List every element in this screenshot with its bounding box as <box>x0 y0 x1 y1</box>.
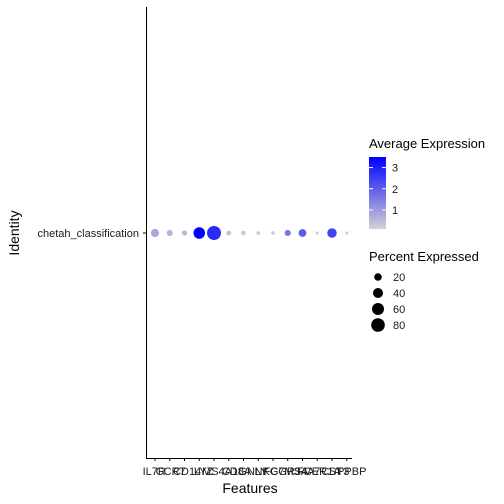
x-tick-label: CD8A <box>222 466 252 478</box>
color-legend-bar <box>369 157 386 229</box>
x-tick-label: FCGR3A <box>264 466 309 478</box>
x-tick-label: FCER1A <box>297 466 341 478</box>
x-tick-label: PPBP <box>337 466 366 478</box>
x-axis-title: Features <box>222 480 277 496</box>
y-tick-label: chetah_classification <box>37 228 139 240</box>
color-legend-title: Average Expression <box>369 136 485 151</box>
expression-dot <box>166 229 173 237</box>
expression-dot <box>345 231 349 235</box>
expression-dot <box>271 231 275 235</box>
x-tick-label: MS4A1 <box>202 466 238 478</box>
x-tick-label: IL7R <box>143 466 166 478</box>
size-legend-dot <box>372 287 384 299</box>
x-tick-label: GNLY <box>238 466 268 478</box>
expression-dot <box>241 230 246 236</box>
size-legend-dot <box>374 273 382 281</box>
x-tick-label: NKG7 <box>254 466 284 478</box>
color-legend: Average Expression 3 2 1 <box>369 136 485 229</box>
expression-dot <box>298 229 307 237</box>
x-tick-label: CCR7 <box>156 466 186 478</box>
expression-dot <box>327 228 337 238</box>
x-tick-label: LYZ <box>194 466 214 478</box>
expression-dot <box>256 231 261 235</box>
x-tick-label: MS4A7 <box>284 466 320 478</box>
size-legend-label: 80 <box>393 320 405 332</box>
expression-dot <box>207 226 221 240</box>
size-legend-dot <box>371 318 385 332</box>
x-tick-label: CST3 <box>321 466 349 478</box>
size-legend: Percent Expressed 20 40 60 80 <box>369 249 479 332</box>
x-tick-label: CD14 <box>173 466 201 478</box>
axes <box>146 7 352 459</box>
size-legend-label: 20 <box>393 272 405 284</box>
size-legend-dot <box>372 303 384 315</box>
expression-dot <box>226 230 232 236</box>
expression-dot <box>181 230 188 236</box>
expression-dot <box>193 227 206 239</box>
color-legend-label: 2 <box>392 184 398 196</box>
size-legend-label: 60 <box>393 304 405 316</box>
color-legend-label: 3 <box>392 163 398 175</box>
expression-dot <box>150 228 160 238</box>
y-axis-title: Identity <box>6 210 22 255</box>
expression-dot <box>284 229 291 237</box>
size-legend-label: 40 <box>393 288 405 300</box>
size-legend-title: Percent Expressed <box>369 249 479 264</box>
color-legend-label: 1 <box>392 205 398 217</box>
expression-dot <box>315 231 319 235</box>
